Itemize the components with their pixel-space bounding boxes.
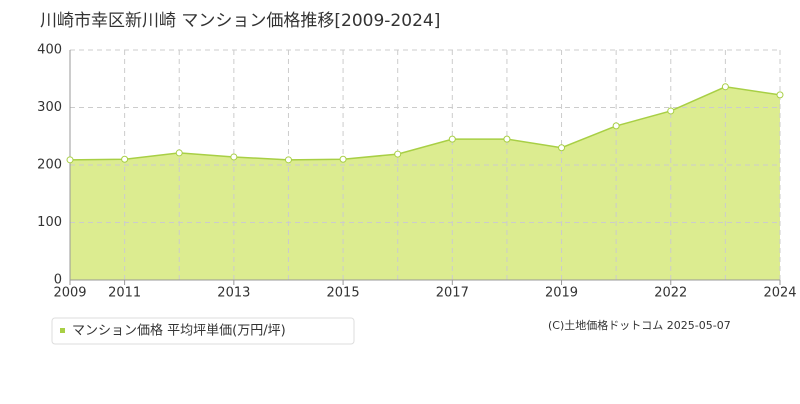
chart-title: 川崎市幸区新川崎 マンション価格推移[2009-2024]: [40, 11, 440, 31]
point: [121, 155, 129, 163]
point: [776, 91, 784, 99]
y-tick-label: 0: [54, 273, 62, 288]
x-tick-label: 2015: [327, 286, 360, 301]
point: [339, 155, 347, 163]
point: [721, 83, 729, 91]
x-tick-label: 2009: [53, 286, 86, 301]
source-note: (C)土地価格ドットコム 2025-05-07: [548, 318, 731, 332]
y-tick-label: 400: [37, 43, 62, 58]
x-tick-label: 2019: [545, 286, 578, 301]
y-tick-label: 100: [37, 215, 62, 230]
point: [612, 122, 620, 130]
y-tick-label: 300: [37, 100, 62, 115]
x-tick-label: 2024: [763, 286, 796, 301]
y-tick-label: 200: [37, 158, 62, 173]
point: [230, 153, 238, 161]
x-tick-label: 2013: [217, 286, 250, 301]
point: [503, 135, 511, 143]
x-tick-label: 2022: [654, 286, 687, 301]
point: [558, 144, 566, 152]
legend-label: マンション価格 平均坪単価(万円/坪): [72, 323, 286, 339]
point: [66, 156, 74, 164]
x-tick-label: 2017: [436, 286, 469, 301]
legend-box: [51, 317, 355, 345]
area-fill: [70, 86, 780, 280]
point: [175, 149, 183, 157]
point: [394, 150, 402, 158]
x-tick-label: 2011: [108, 286, 141, 301]
legend-swatch: [60, 328, 65, 333]
point: [284, 156, 292, 164]
point: [667, 107, 675, 115]
point: [448, 135, 456, 143]
area-line: [69, 86, 781, 161]
